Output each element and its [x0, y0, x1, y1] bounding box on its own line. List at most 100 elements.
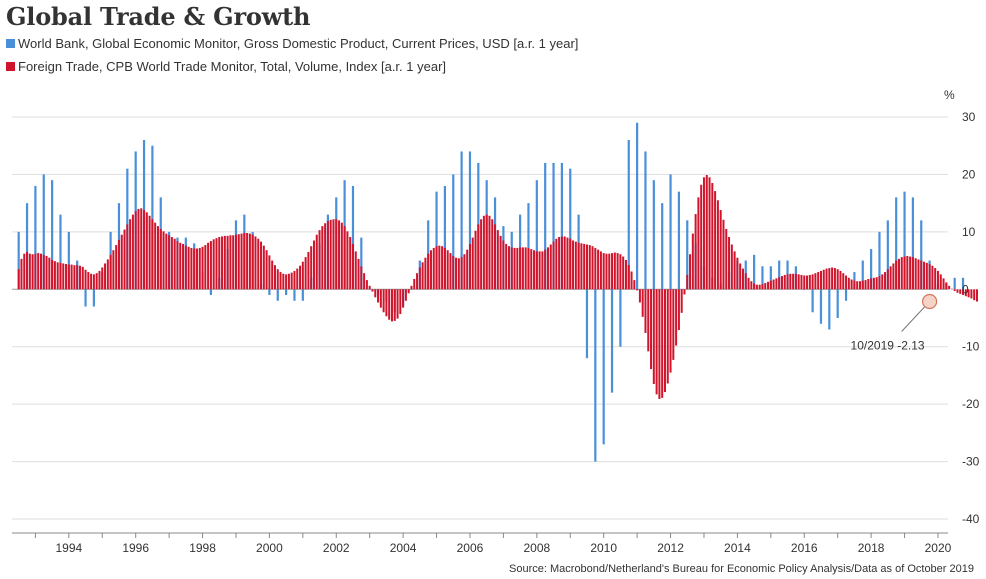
bar: [321, 226, 324, 290]
bar: [619, 289, 622, 347]
bar: [416, 273, 419, 290]
bar: [677, 191, 680, 290]
bar: [262, 245, 265, 290]
bar: [814, 273, 817, 290]
bar: [285, 274, 288, 290]
bar: [452, 255, 455, 290]
bar: [769, 266, 772, 290]
bar: [374, 289, 377, 298]
bar: [906, 255, 909, 290]
bar: [803, 275, 806, 290]
bar: [140, 208, 143, 290]
bar: [343, 226, 346, 290]
bar: [566, 237, 569, 290]
bar: [229, 235, 232, 290]
bar: [925, 262, 928, 290]
bar: [26, 251, 29, 290]
bar: [722, 219, 725, 290]
bar: [624, 259, 627, 290]
bar: [168, 235, 171, 290]
bar: [521, 247, 524, 290]
bar: [379, 289, 382, 308]
bar: [399, 289, 402, 314]
bar: [519, 247, 522, 290]
bar: [630, 271, 633, 290]
bar: [17, 231, 20, 290]
bar: [145, 212, 148, 290]
bar: [527, 247, 530, 290]
x-tick-label: 2020: [925, 541, 952, 555]
bar: [736, 257, 739, 290]
bar: [151, 145, 154, 290]
bar: [209, 289, 212, 296]
bar: [803, 289, 806, 290]
bar: [961, 277, 965, 290]
bar: [892, 263, 895, 290]
bar: [705, 175, 708, 290]
bar: [31, 254, 34, 290]
bar: [591, 246, 594, 290]
bar: [931, 265, 934, 290]
bar: [251, 234, 254, 290]
bar: [914, 258, 917, 290]
bar: [909, 256, 912, 290]
bar: [870, 249, 873, 290]
bar: [948, 285, 951, 290]
bar: [516, 247, 519, 290]
bar: [655, 289, 658, 395]
bar: [574, 241, 577, 290]
bar: [780, 276, 783, 290]
bar: [975, 289, 978, 302]
bar: [844, 289, 848, 301]
bar: [831, 267, 834, 290]
bar: [822, 269, 825, 290]
series-trade: [17, 175, 978, 399]
bar: [689, 254, 692, 290]
bar: [368, 289, 371, 290]
bar: [786, 274, 789, 290]
bar: [594, 247, 597, 290]
legend-swatch-gdp: [6, 39, 15, 48]
bar: [215, 238, 218, 290]
bar: [393, 289, 396, 321]
bar: [602, 253, 605, 290]
bar: [271, 260, 274, 290]
bar: [84, 289, 87, 307]
bar: [558, 237, 561, 290]
bar: [67, 231, 70, 290]
x-tick-label: 2006: [457, 541, 484, 555]
bar: [761, 266, 764, 290]
bar: [45, 255, 48, 290]
bar: [753, 283, 756, 290]
y-tick-label: -10: [962, 340, 980, 354]
source-note: Source: Macrobond/Netherland's Bureau fo…: [509, 563, 974, 575]
bar: [819, 289, 823, 324]
bar: [672, 289, 675, 360]
bar: [599, 251, 602, 290]
bar: [290, 272, 293, 290]
series-gdp: [17, 122, 965, 462]
bar: [418, 267, 421, 290]
bar: [340, 222, 343, 290]
bar: [555, 238, 558, 290]
bar: [499, 235, 502, 290]
bar: [62, 263, 65, 290]
bar: [360, 266, 363, 290]
legend-entry-trade: Foreign Trade, CPB World Trade Monitor, …: [6, 59, 446, 74]
bar: [276, 289, 279, 301]
bar: [156, 226, 159, 290]
bar: [438, 245, 441, 290]
bar: [613, 252, 616, 290]
bar: [265, 250, 268, 290]
bar: [101, 267, 104, 290]
bar: [73, 265, 76, 290]
bar: [432, 247, 435, 290]
bar: [285, 289, 288, 296]
bar: [895, 197, 898, 290]
bar: [856, 281, 859, 290]
bar: [221, 236, 224, 290]
bar: [468, 243, 471, 290]
y-tick-label: 0: [962, 282, 969, 296]
bar: [580, 243, 583, 290]
